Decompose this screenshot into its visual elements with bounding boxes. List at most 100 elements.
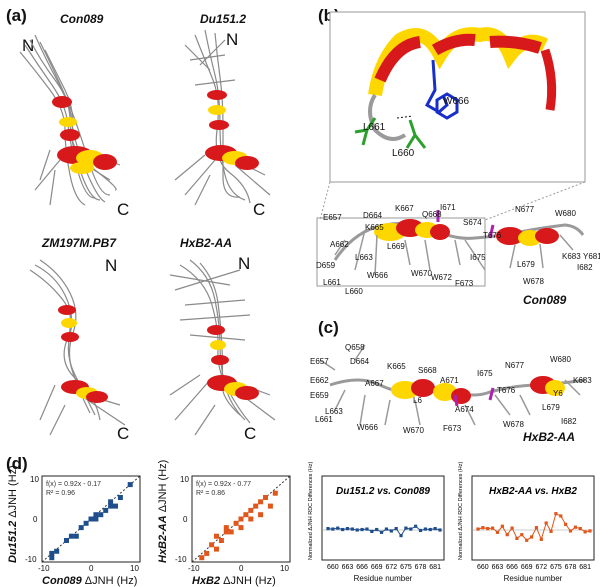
scatter-plot-du151-vs-con089: f(x) = 0.92x - 0.17 R² = 0.96 -10 0 10 -… [7, 465, 141, 587]
residue-label: W680 [550, 355, 571, 364]
residue-label: I682 [577, 263, 593, 272]
residue-label: K665 [365, 223, 384, 232]
x-tick: 678 [565, 564, 577, 571]
y-tick: -10 [175, 555, 187, 564]
data-point [564, 522, 568, 526]
residue-labels-c: Q658 E657 D664 K665 S668 A671 I675 N677 … [310, 343, 592, 435]
data-point [525, 538, 529, 542]
residue-label: K665 [387, 362, 406, 371]
data-point [360, 527, 364, 532]
scatter-point [248, 507, 254, 513]
scatter-point [108, 503, 114, 509]
data-point [495, 530, 500, 534]
plot-title: Du151.2 vs. Con089 [336, 486, 430, 497]
scatter-point [248, 516, 254, 522]
residue-label: Q658 [345, 343, 365, 352]
data-point [355, 528, 359, 532]
data-point [375, 527, 379, 532]
residue-label-l660: L660 [392, 148, 415, 159]
structure-title-du151: Du151.2 [200, 12, 247, 26]
scatter-point [223, 525, 229, 531]
residue-label: L663 [325, 407, 343, 416]
structure-title-con089: Con089 [60, 12, 104, 26]
inset-zoom-box [316, 11, 586, 287]
data-line [327, 525, 441, 537]
data-point [573, 525, 577, 529]
residue-label: K667 [395, 204, 414, 213]
scatter-point [218, 538, 224, 543]
data-point [370, 529, 374, 533]
scatter-point [214, 533, 219, 539]
residue-label: W678 [503, 420, 524, 429]
structure-name-c: HxB2-AA [523, 430, 576, 444]
residue-label: L660 [345, 287, 363, 296]
residue-label: T676 [483, 231, 502, 240]
n-terminus-label: N [22, 36, 35, 55]
data-point [350, 527, 354, 531]
data-point [394, 527, 398, 531]
panel-d-label: (d) [6, 454, 28, 473]
scatter-point [103, 507, 109, 513]
data-point [515, 536, 519, 540]
scatter-point [64, 538, 69, 543]
y-axis-label: Normalized ΔJNH RDC Differences (Hz) [308, 462, 314, 560]
fit-equation: f(x) = 0.92x - 0.77 [196, 481, 251, 488]
residue-label: L679 [517, 260, 535, 269]
scatter-point [83, 520, 89, 526]
structure-name-b: Con089 [523, 293, 567, 307]
y-tick: 0 [33, 515, 38, 524]
data-point [428, 527, 432, 532]
x-tick: 669 [371, 564, 383, 571]
scatter-point [127, 482, 133, 488]
data-point [476, 527, 480, 531]
data-point [491, 526, 495, 530]
x-tick: 10 [130, 564, 139, 573]
residue-label: Q668 [422, 210, 442, 219]
n-terminus-label: N [238, 254, 251, 273]
fit-r2: R² = 0.96 [46, 490, 75, 497]
data-point [568, 529, 573, 533]
x-tick: 669 [521, 564, 533, 571]
y-tick: 0 [183, 515, 188, 524]
data-point [559, 514, 563, 518]
residue-label: T676 [497, 386, 516, 395]
scatter-point [113, 503, 118, 509]
scatter-point [78, 525, 84, 531]
residue-label: A662 [330, 240, 349, 249]
x-tick: -10 [188, 564, 200, 573]
data-point [583, 530, 587, 534]
x-tick: 666 [356, 564, 368, 571]
x-tick: -10 [38, 564, 50, 573]
residue-label-l661: L661 [363, 122, 386, 133]
scatter-point [214, 546, 219, 552]
data-point [336, 526, 340, 530]
scatter-point [209, 542, 215, 548]
structure-ensemble-zm197m [29, 259, 126, 436]
residue-label: K683 [573, 376, 592, 385]
residue-label: S674 [463, 218, 482, 227]
y-tick: 10 [180, 475, 189, 484]
data-point [549, 529, 553, 533]
residue-label-w666: W666 [443, 96, 470, 107]
scatter-point [238, 525, 244, 531]
data-point [438, 528, 442, 532]
x-tick: 663 [342, 564, 354, 571]
scatter-point [267, 503, 273, 509]
data-point [486, 527, 490, 531]
residue-label: K683 [562, 252, 581, 261]
scatter-point [272, 490, 278, 496]
data-point [409, 527, 413, 531]
c-terminus-label: C [117, 200, 130, 219]
x-axis-label: Residue number [504, 574, 563, 583]
residue-label: S668 [418, 366, 437, 375]
x-axis-label: Residue number [354, 574, 413, 583]
data-point [423, 527, 427, 531]
data-point [500, 524, 504, 528]
y-axis-label: Normalized ΔJNH RDC Differences (Hz) [458, 462, 464, 560]
x-tick: 663 [492, 564, 504, 571]
y-axis-label: HxB2-AA ΔJNH (Hz) [157, 460, 169, 563]
data-point [534, 526, 539, 530]
residue-label: D659 [316, 261, 336, 270]
data-point [331, 527, 335, 531]
residue-label: F673 [455, 279, 474, 288]
